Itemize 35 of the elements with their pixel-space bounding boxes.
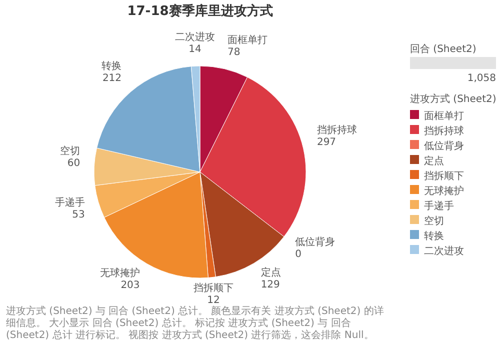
legend-label: 手递手: [424, 200, 454, 212]
data-label: 53: [72, 210, 85, 221]
slice-label: 手递手: [54, 196, 85, 209]
slice-label: 面框单打: [228, 34, 268, 46]
text: 回合 (Sheet2): [410, 43, 476, 55]
legend-label: 挡拆持球: [424, 125, 464, 137]
text: 进攻方式 (Sheet2) 与 回合 (Sheet2) 总计。 颜色显示有关 进攻方式 (Sheet2) 的详细信息。 大小显示 回合 (Sheet2) 总计。 标记按 进攻方式 (Sheet2) 与 回合 (Sheet2) 总计 进行标记。 视图按 进攻方式 (Sheet2) 进行筛选，这会排除 Null。: [6, 306, 385, 342]
category-label: 低位背身: [295, 237, 336, 248]
legend-label: 挡拆顺下: [424, 170, 464, 182]
legend-label: 无球掩护: [424, 185, 464, 197]
data-label: 129: [260, 279, 280, 290]
data-label: 212: [102, 73, 122, 84]
legend-label: 低位背身: [424, 140, 464, 152]
slice-label: 挡拆顺下: [194, 282, 234, 294]
legend-label: 二次进攻: [424, 245, 464, 257]
legend-label: 转换: [424, 230, 444, 242]
data-label: 12: [207, 295, 220, 306]
legend-title: 进攻方式 (Sheet2): [410, 93, 496, 105]
data-label: 14: [188, 44, 202, 56]
slice-label: 转换: [102, 60, 122, 72]
data-label: 203: [120, 280, 140, 291]
data-label: 297: [316, 137, 336, 148]
slice-label: 挡拆持球: [316, 124, 357, 136]
legend-label: 定点: [424, 155, 444, 167]
slice-label: 无球掩护: [100, 266, 140, 279]
text: 1,058: [467, 73, 496, 84]
text: 0: [295, 249, 302, 260]
slice-label: 空切: [60, 144, 80, 157]
chart-title: 17-18赛季库里进攻方式: [127, 3, 273, 19]
legend-label: 面框单打: [424, 110, 464, 122]
slice-label: 二次进攻: [175, 31, 216, 44]
data-label: 60: [67, 158, 80, 169]
data-label: 78: [228, 47, 240, 58]
slice-label: 定点: [260, 266, 281, 278]
legend-label: 空切: [424, 215, 444, 227]
